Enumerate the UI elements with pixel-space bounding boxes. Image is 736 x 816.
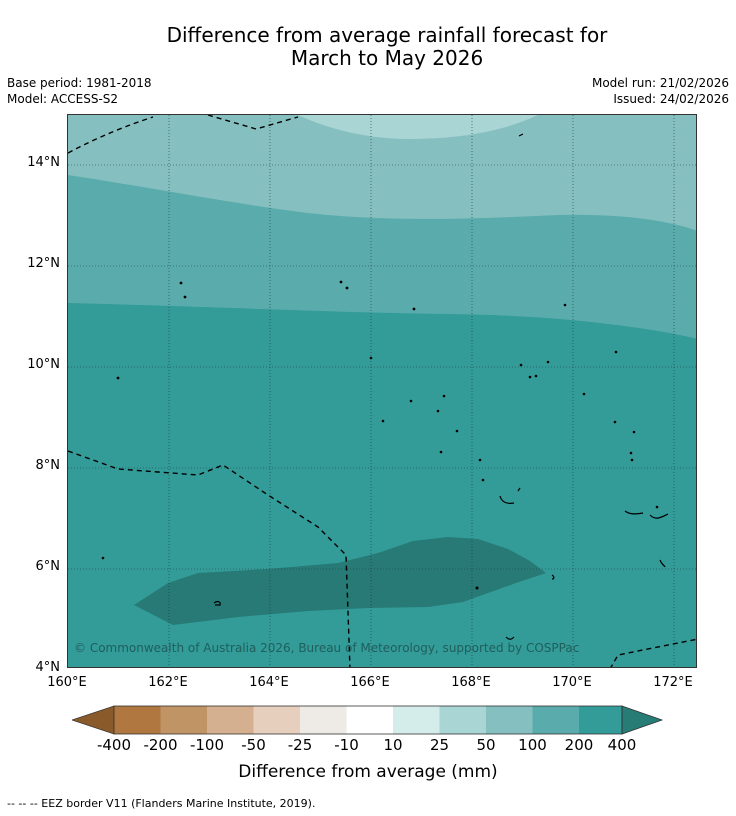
colorbar bbox=[72, 705, 664, 735]
lat-label-10n: 10°N bbox=[27, 357, 60, 372]
meta-right: Model run: 21/02/2026 Issued: 24/02/2026 bbox=[592, 75, 729, 107]
lon-label-172e: 172°E bbox=[653, 675, 693, 690]
colorbar-swatch-3 bbox=[207, 706, 254, 734]
colorbar-tick: -100 bbox=[189, 736, 225, 754]
issued-date: Issued: 24/02/2026 bbox=[613, 92, 729, 106]
colorbar-swatch-4 bbox=[253, 706, 300, 734]
colorbar-swatch-10 bbox=[532, 706, 579, 734]
meta-left: Base period: 1981-2018 Model: ACCESS-S2 bbox=[7, 75, 152, 107]
map-band-max bbox=[134, 537, 546, 625]
lat-label-8n: 8°N bbox=[35, 458, 61, 473]
colorbar-swatch-11 bbox=[579, 706, 622, 734]
lon-label-168e: 168°E bbox=[451, 675, 491, 690]
lat-label-6n: 6°N bbox=[35, 559, 61, 574]
colorbar-swatch-5 bbox=[300, 706, 347, 734]
copyright-notice: © Commonwealth of Australia 2026, Bureau… bbox=[74, 641, 580, 655]
colorbar-tick: -25 bbox=[287, 736, 313, 754]
colorbar-swatch-9 bbox=[486, 706, 533, 734]
map-panel[interactable] bbox=[67, 114, 697, 668]
colorbar-tick: 50 bbox=[476, 736, 496, 754]
colorbar-swatch-6 bbox=[346, 706, 393, 734]
lat-label-12n: 12°N bbox=[27, 256, 60, 271]
colorbar-frame bbox=[113, 705, 623, 735]
lat-label-4n: 4°N bbox=[35, 660, 61, 675]
lon-label-166e: 166°E bbox=[350, 675, 390, 690]
lon-label-164e: 164°E bbox=[249, 675, 289, 690]
graticule bbox=[68, 115, 696, 667]
lon-label-162e: 162°E bbox=[148, 675, 188, 690]
eez-footnote: -- -- -- EEZ border V11 (Flanders Marine… bbox=[7, 797, 316, 810]
colorbar-swatch-7 bbox=[393, 706, 440, 734]
map-svg bbox=[68, 115, 696, 667]
lon-label-160e: 160°E bbox=[47, 675, 87, 690]
colorbar-high-extension bbox=[621, 705, 664, 735]
colorbar-ticks: -400 -200 -100 -50 -25 -10 10 25 50 100 … bbox=[0, 736, 736, 756]
atolls bbox=[213, 133, 669, 640]
model-run: Model run: 21/02/2026 bbox=[591, 76, 729, 90]
title-line-2: March to May 2026 bbox=[290, 46, 484, 70]
colorbar-swatch-1 bbox=[114, 706, 161, 734]
model-name: Model: ACCESS-S2 bbox=[7, 92, 119, 106]
lon-label-170e: 170°E bbox=[552, 675, 592, 690]
chart-title: Difference from average rainfall forecas… bbox=[0, 24, 736, 70]
lat-label-14n: 14°N bbox=[27, 155, 60, 170]
colorbar-swatch-8 bbox=[439, 706, 486, 734]
colorbar-tick: 10 bbox=[383, 736, 403, 754]
colorbar-tick: -400 bbox=[96, 736, 132, 754]
colorbar-tick: 25 bbox=[429, 736, 450, 754]
title-line-1: Difference from average rainfall forecas… bbox=[166, 23, 608, 47]
base-period: Base period: 1981-2018 bbox=[7, 76, 152, 90]
colorbar-tick: -200 bbox=[143, 736, 178, 754]
colorbar-tick: 400 bbox=[607, 736, 637, 754]
map-band-50-100 bbox=[298, 115, 538, 139]
colorbar-tick: -50 bbox=[241, 736, 266, 754]
colorbar-swatch-2 bbox=[160, 706, 207, 734]
colorbar-title: Difference from average (mm) bbox=[238, 762, 498, 782]
islands bbox=[101, 280, 659, 590]
colorbar-low-extension bbox=[72, 705, 115, 735]
colorbar-tick: 200 bbox=[564, 736, 594, 754]
colorbar-tick: -10 bbox=[334, 736, 359, 754]
map-band-100-200 bbox=[68, 115, 696, 231]
eez-border bbox=[68, 115, 696, 667]
colorbar-tick: 100 bbox=[518, 736, 547, 754]
